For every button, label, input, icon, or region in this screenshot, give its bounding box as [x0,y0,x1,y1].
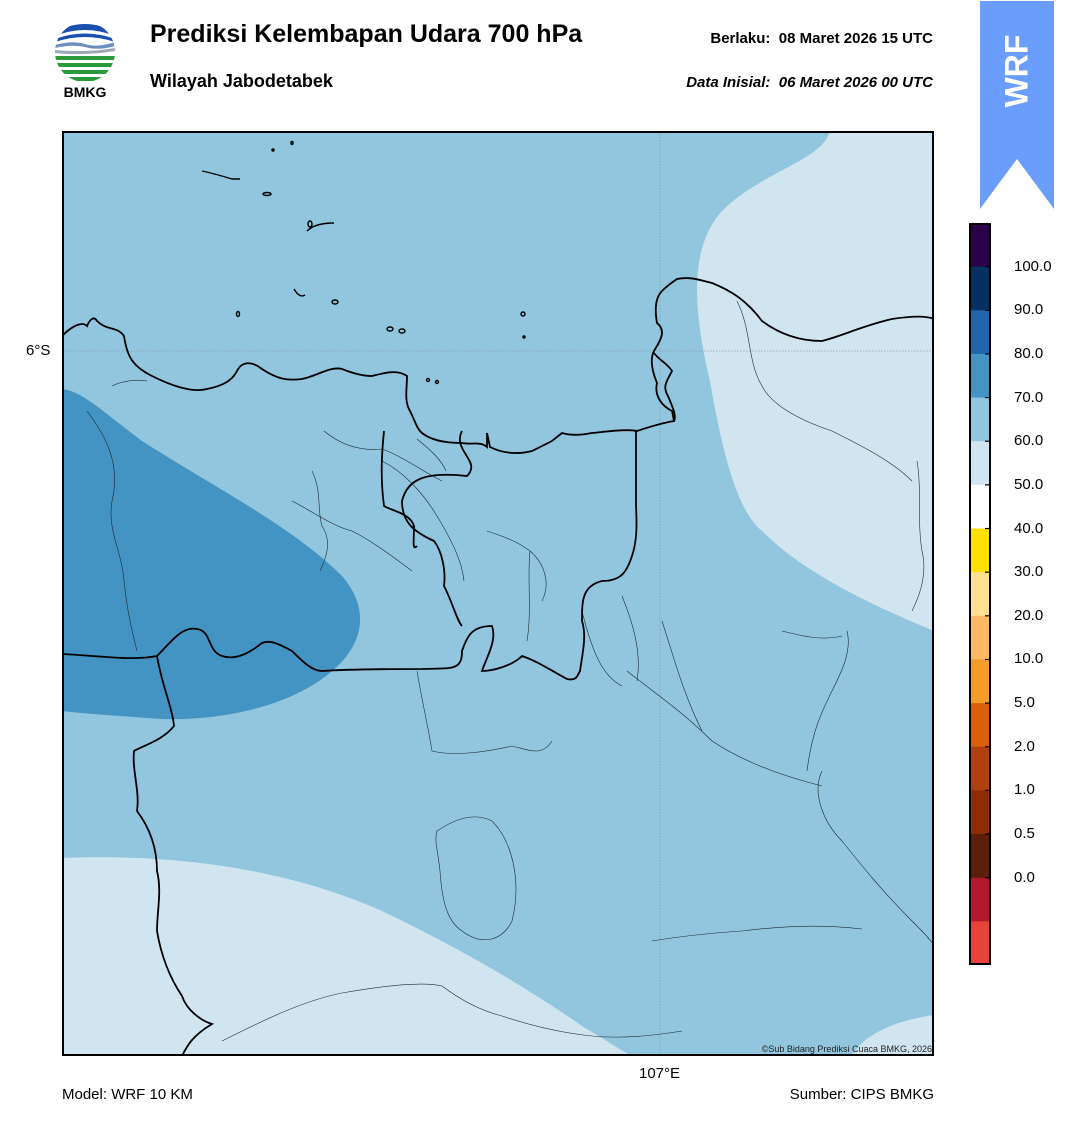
colorbar [969,223,991,965]
humidity-70-80-area [62,389,361,720]
valid-time: Berlaku: 08 Maret 2026 15 UTC [710,30,933,47]
map-title: Prediksi Kelembapan Udara 700 hPa [150,20,583,48]
source-label: Sumber: CIPS BMKG [789,1086,934,1103]
colorbar-tick-label: 90.0 [1014,301,1044,319]
humidity-50-60-area-northeast [697,131,934,631]
humidity-50-60-area-southwest [62,857,632,1056]
colorbar-tick-label: 2.0 [1014,737,1035,755]
humidity-map [62,131,934,1056]
province-boundaries [62,430,638,1056]
colorbar-tick-label: 20.0 [1014,606,1044,624]
colorbar-tick-label: 80.0 [1014,344,1044,362]
colorbar-border [969,223,991,965]
colorbar-swatch [969,659,991,704]
humidity-50-60-area-southeast [852,1015,934,1056]
colorbar-swatch [969,441,991,486]
latitude-label-6s: 6°S [26,342,51,359]
initial-label: Data Inisial: [686,74,771,91]
map-frame: ©Sub Bidang Prediksi Cuaca BMKG, 2026 [62,131,934,1056]
longitude-label-107e: 107°E [639,1065,681,1082]
colorbar-tick-label: 60.0 [1014,432,1044,450]
colorbar-swatch [969,528,991,573]
colorbar-tick-label: 0.0 [1014,868,1035,886]
colorbar-tick-label: 5.0 [1014,694,1035,712]
colorbar-swatch [969,615,991,660]
colorbar-swatch [969,353,991,399]
colorbar-tick-label: 70.0 [1014,388,1044,406]
colorbar-swatch [969,397,991,442]
colorbar-tick-label: 10.0 [1014,650,1044,668]
bmkg-logo: BMKG [52,20,118,102]
model-label: Model: WRF 10 KM [62,1086,193,1103]
initial-time: Data Inisial: 06 Maret 2026 00 UTC [686,74,933,91]
logo-text: BMKG [63,84,107,100]
valid-value: 08 Maret 2026 15 UTC [778,30,933,47]
valid-label: Berlaku: [710,30,771,47]
coastline [62,277,934,454]
wrf-badge: WRF [980,1,1054,209]
colorbar-tick-labels: 100.0 90.0 80.0 70.0 60.0 50.0 40.0 30.0 20.0 10.… [1014,223,1074,965]
colorbar-tick-label: 30.0 [1014,563,1044,581]
colorbar-tick-label: 0.5 [1014,825,1035,843]
colorbar-swatch [969,877,991,922]
colorbar-tick-label: 40.0 [1014,519,1044,537]
colorbar-tick-label: 50.0 [1014,475,1044,493]
colorbar-swatch [969,834,991,879]
colorbar-swatch [969,703,991,748]
colorbar-swatch [969,746,991,791]
bmkg-logo-icon [55,22,115,82]
colorbar-swatch [969,790,991,835]
wrf-badge-text: WRF [998,34,1035,108]
colorbar-swatch [969,223,991,268]
initial-value: 06 Maret 2026 00 UTC [778,74,933,91]
colorbar-swatch [969,921,991,965]
colorbar-tick-label: 1.0 [1014,781,1035,799]
colorbar-swatch [969,310,991,355]
map-subtitle: Wilayah Jabodetabek [150,71,333,91]
colorbar-svg [969,223,991,965]
colorbar-swatch [969,572,991,617]
islands [201,140,526,385]
map-copyright: ©Sub Bidang Prediksi Cuaca BMKG, 2026 [761,1044,932,1054]
colorbar-tick-label: 100.0 [1014,257,1052,275]
wrf-ribbon-shape [980,1,1054,209]
colorbar-swatch [969,484,991,530]
colorbar-swatch [969,266,991,311]
